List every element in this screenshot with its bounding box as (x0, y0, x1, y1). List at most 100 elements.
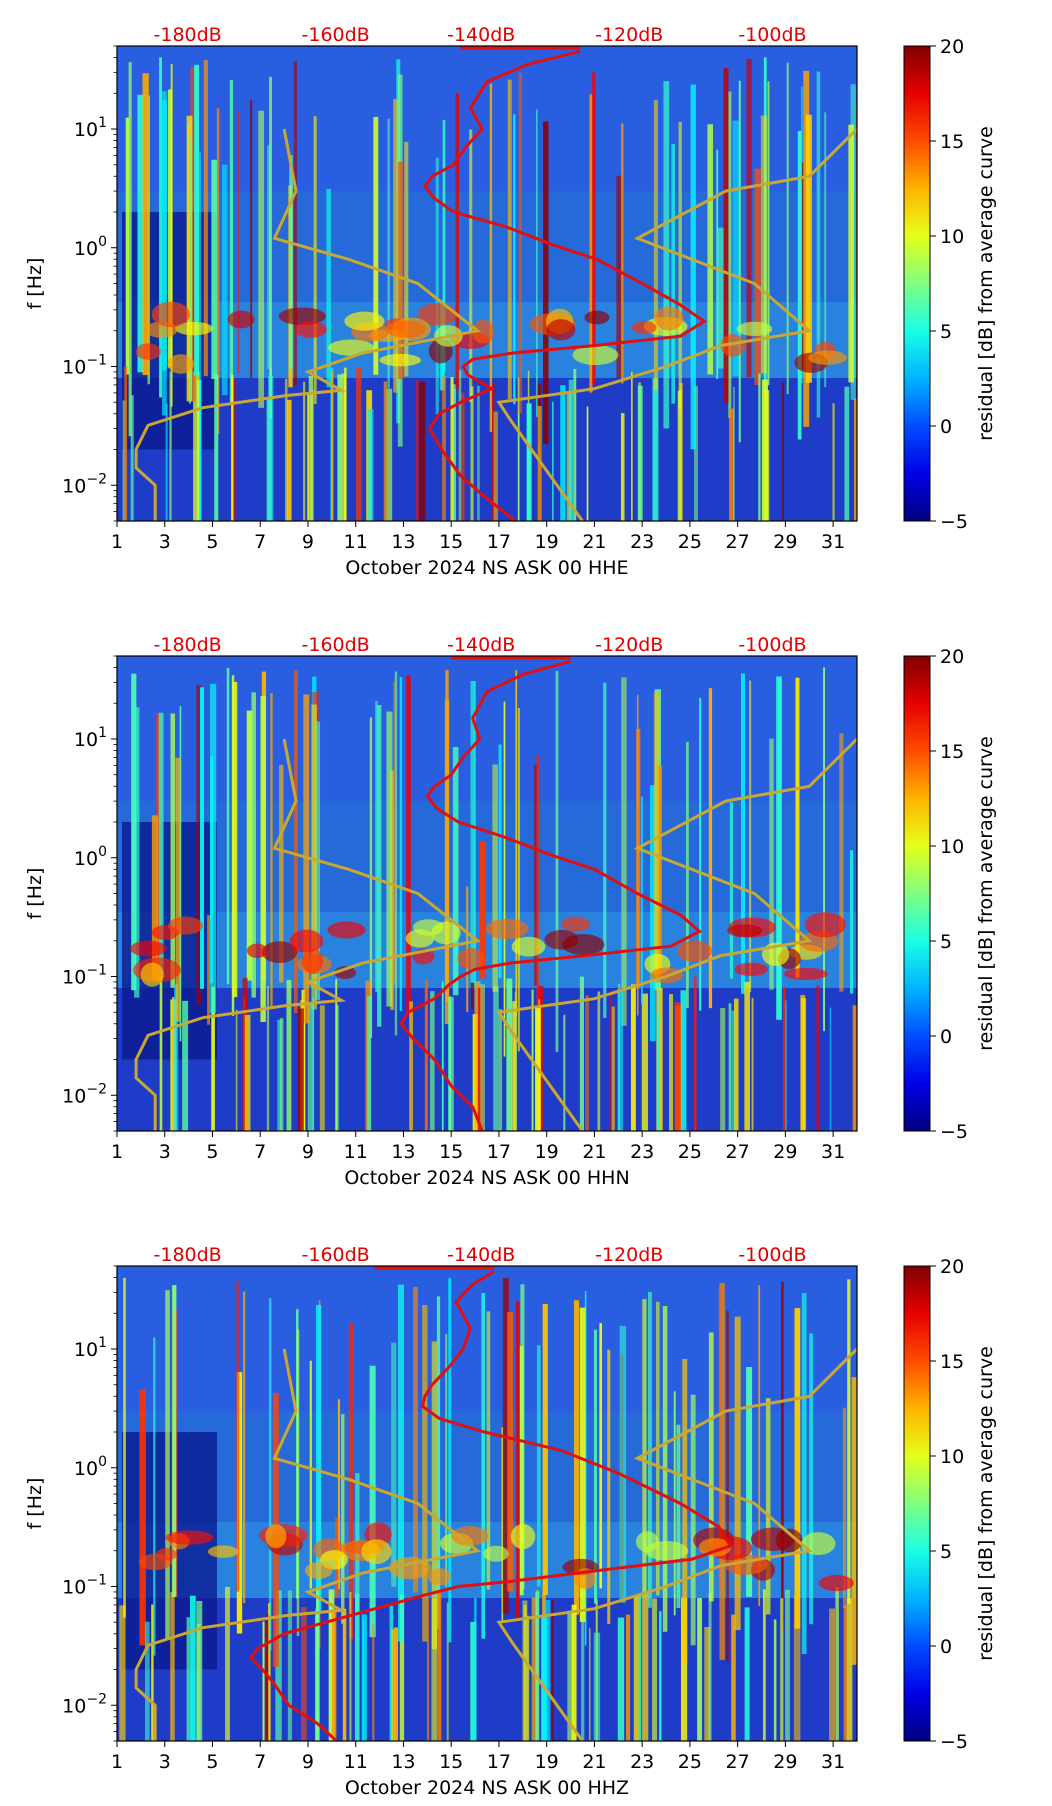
spectrogram-streak (369, 1365, 376, 1638)
y-tick-exponent: 0 (98, 1454, 107, 1470)
spectrogram-streak (690, 1394, 696, 1646)
spectrogram-streak (151, 815, 159, 980)
x-tick-label: 19 (535, 1751, 559, 1773)
spectrogram-streak (642, 1592, 649, 1741)
spectrogram-streak (391, 1342, 397, 1587)
colorbar-tick-label: 0 (940, 1026, 952, 1048)
spectrogram-blob (483, 1545, 509, 1562)
y-axis-label: f [Hz] (24, 868, 46, 920)
spectrogram-blob (278, 307, 326, 326)
y-tick-label: 10−2 (62, 1081, 107, 1107)
spectrogram-streak (179, 706, 182, 1042)
spectrogram-streak (674, 1002, 681, 1131)
spectrogram-streak (573, 368, 577, 521)
spectrogram-streak (337, 1399, 340, 1590)
spectrogram-blob (302, 947, 323, 974)
spectrogram-streak (172, 1285, 177, 1597)
spectrogram-streak (448, 997, 454, 1131)
spectrogram-streak (211, 159, 218, 380)
spectrogram-streak (286, 979, 292, 1131)
psd-average-curve (423, 49, 707, 521)
spectrogram-streak (773, 1619, 777, 1741)
spectrogram-streak (250, 99, 253, 379)
spectrogram-streak (267, 145, 271, 370)
spectrogram-streak (626, 1614, 631, 1741)
x-tick-label: 17 (487, 1141, 511, 1163)
colorbar-gradient (903, 45, 931, 522)
spectrogram-blob (379, 353, 422, 367)
spectrogram-streak (621, 123, 624, 384)
spectrogram-streak (279, 764, 284, 983)
y-tick-label: 101 (74, 1335, 107, 1361)
spectrogram-streak (843, 1605, 847, 1741)
spectrogram-blob (151, 301, 191, 328)
colorbar-tick-label: 0 (940, 1636, 952, 1658)
psd-average-curve (399, 659, 703, 1131)
spectrogram-streak (169, 371, 172, 521)
spectrogram-panel-2: 1 3 5 7 9 11 13 15 17 19 21 23 25 27 29 3110−210−110010… (24, 634, 997, 1189)
colorbar-tick-label: 20 (940, 1256, 964, 1278)
spectrogram-blob (510, 1523, 536, 1550)
x-tick-label: 1 (111, 1141, 123, 1163)
spectrogram-streak (266, 986, 270, 1131)
spectrogram-streak (331, 371, 333, 521)
spectrogram-streak (404, 141, 409, 377)
spectrogram-streak (543, 121, 549, 445)
spectrogram-blob (135, 343, 161, 360)
spectrogram-streak (446, 1602, 449, 1741)
spectrogram-streak (308, 376, 314, 521)
spectrogram-blob (156, 1547, 178, 1561)
x-axis-label: October 2024 NS ASK 00 HHE (345, 557, 628, 579)
spectrogram-streak (733, 386, 735, 521)
x-tick-label: 19 (535, 531, 559, 553)
spectrogram-streak (214, 374, 219, 521)
spectrogram-streak (492, 764, 498, 992)
spectrogram-streak (544, 1599, 551, 1741)
spectrogram-streak (786, 62, 789, 395)
spectrogram-streak (805, 114, 812, 383)
spectrogram-streak (470, 1621, 477, 1741)
spectrogram-image (117, 46, 857, 521)
spectrogram-streak (611, 1006, 615, 1131)
spectrogram-streak (829, 1007, 832, 1131)
x-tick-label: 23 (630, 1141, 654, 1163)
spectrogram-streak (429, 991, 435, 1131)
y-tick-label: 10−2 (62, 471, 107, 497)
spectrogram-streak (552, 401, 554, 521)
x-tick-label: 21 (582, 531, 606, 553)
spectrogram-streak (303, 694, 310, 1024)
spectrogram-streak (851, 1377, 857, 1665)
spectrogram-streak (289, 155, 293, 370)
spectrogram-streak (337, 374, 342, 521)
x-tick-label: 27 (726, 1751, 750, 1773)
db-scale-label: -120dB (595, 24, 663, 46)
colorbar-gradient (903, 655, 931, 1132)
model-low-noise-curve (496, 737, 857, 1131)
colorbar-tick-label: −5 (940, 1731, 968, 1753)
spectrogram-blob (427, 1568, 451, 1586)
spectrogram-streak (603, 682, 607, 1018)
spectrogram-streak (445, 1333, 448, 1588)
spectrogram-streak (445, 670, 449, 1003)
spectrogram-streak (409, 1001, 413, 1131)
colorbar-tick-label: 0 (940, 416, 952, 438)
spectrogram-streak (493, 986, 499, 1131)
colorbar-label: residual [dB] from average curve (975, 736, 997, 1051)
spectrogram-streak (842, 1407, 847, 1609)
spectrogram-streak (514, 991, 517, 1131)
spectrogram-streak (728, 91, 732, 418)
spectrogram-streak (801, 86, 803, 384)
spectrogram-streak (673, 1391, 676, 1616)
colorbar-tick-label: −5 (940, 511, 968, 533)
spectrogram-streak (424, 979, 428, 1131)
spectrogram-streak (418, 381, 426, 521)
spectrogram-streak (398, 1284, 405, 1642)
spectrogram-streak (502, 1277, 509, 1614)
colorbar-gradient (903, 1265, 931, 1742)
colorbar-label: residual [dB] from average curve (975, 1346, 997, 1661)
spectrogram-streak (279, 1018, 284, 1131)
spectrogram-streak (671, 144, 676, 404)
spectrogram-streak (535, 1591, 540, 1741)
spectrogram-streak (693, 976, 697, 1131)
spectrogram-streak (312, 997, 315, 1131)
